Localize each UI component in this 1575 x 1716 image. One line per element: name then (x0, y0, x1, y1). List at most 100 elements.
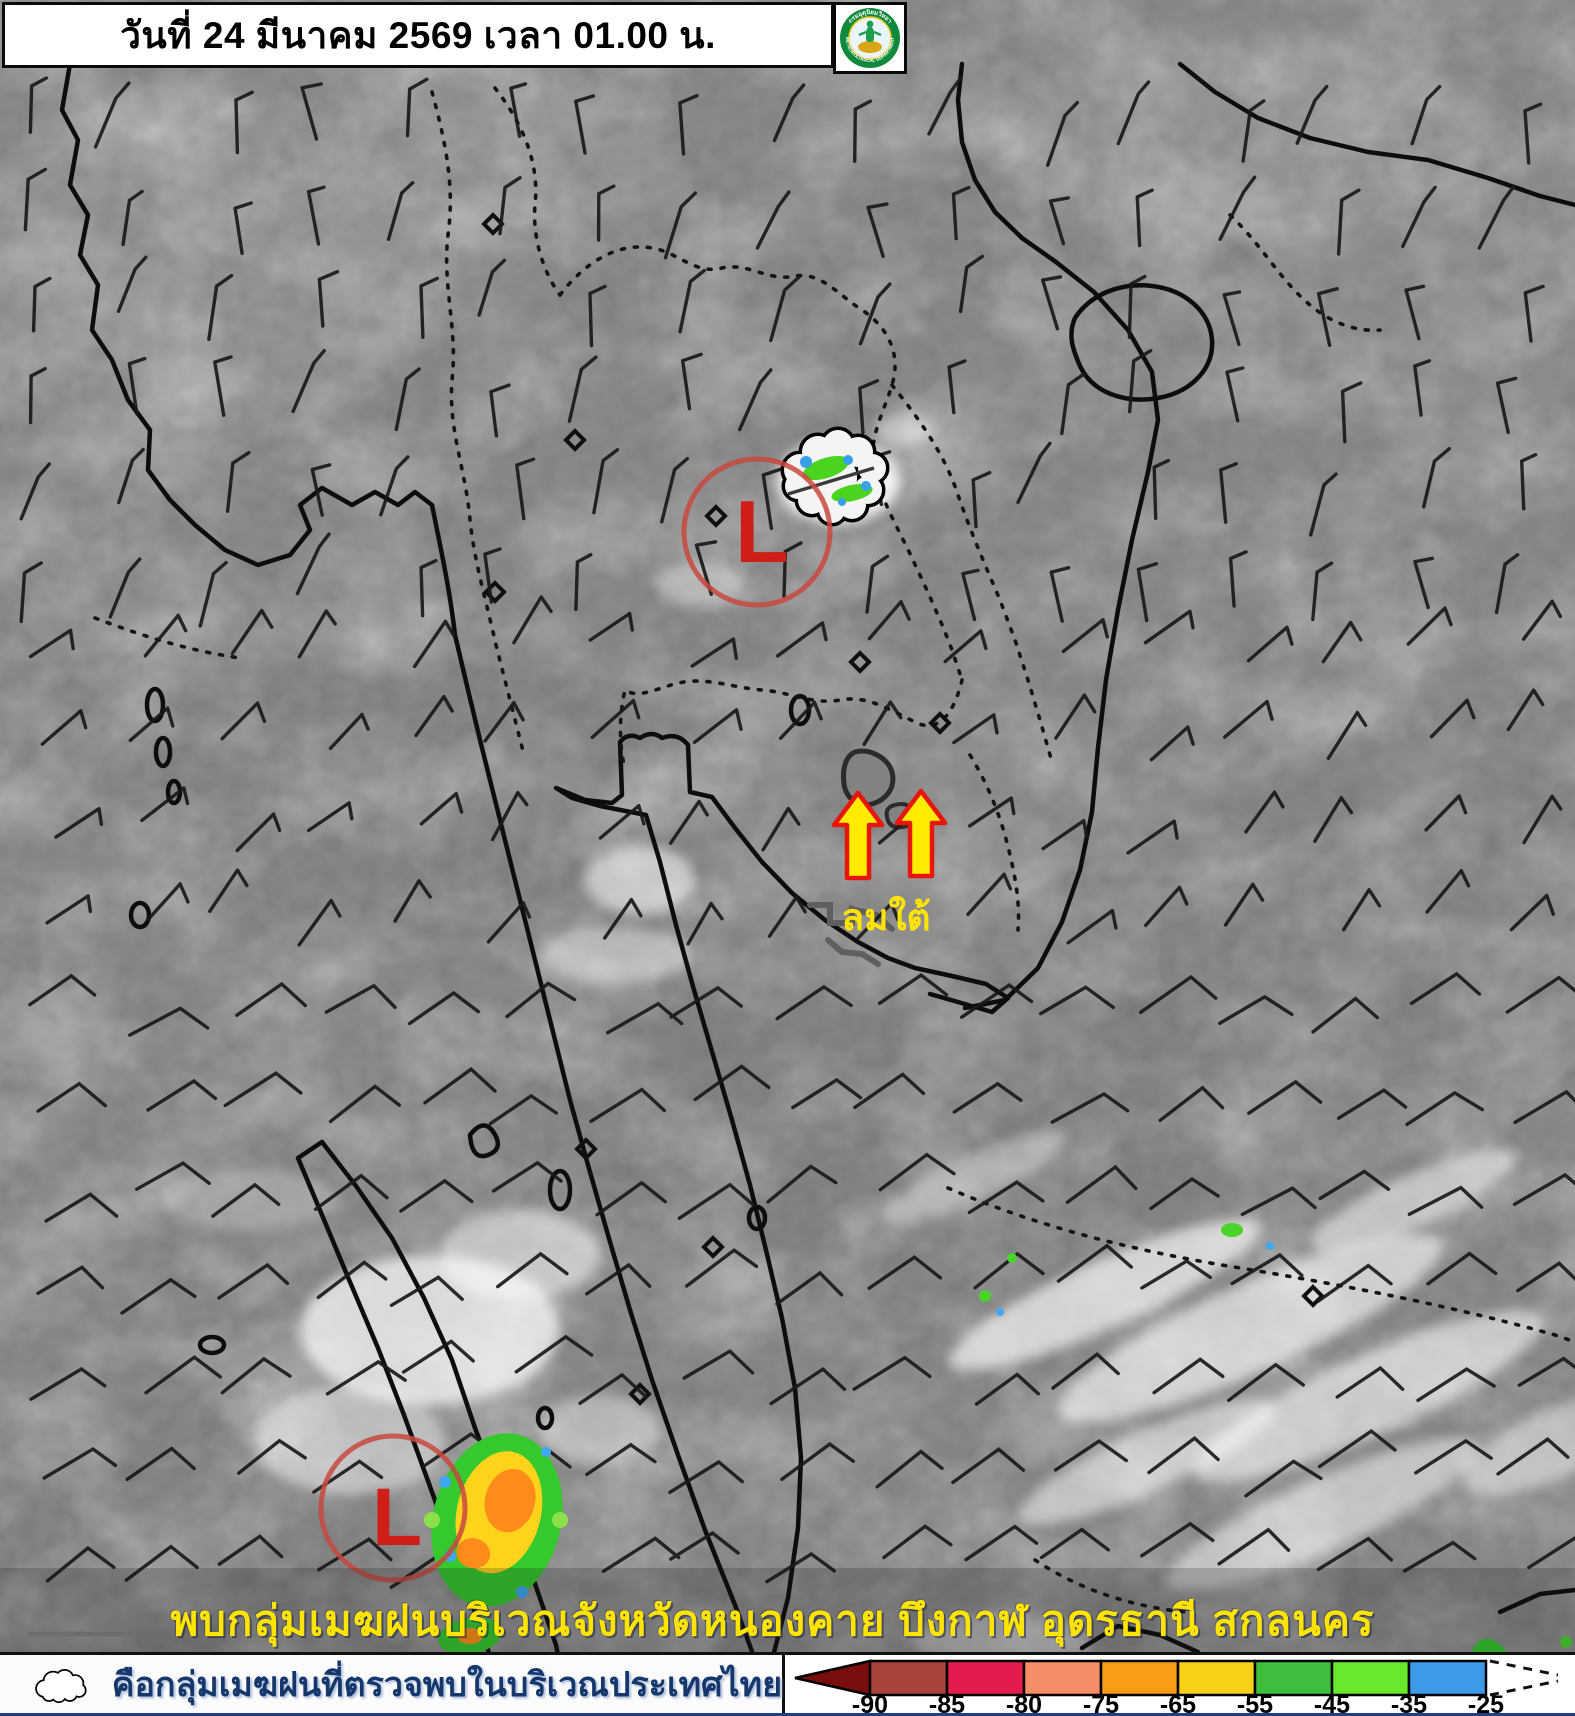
legend-cloud-note: คือกลุ่มเมฆฝนที่ตรวจพบในบริเวณประเทศไทย (0, 1652, 785, 1713)
wind-barb-icon (1149, 1176, 1220, 1211)
wind-barb-icon (310, 463, 332, 517)
wind-barb-icon (927, 77, 962, 136)
wind-barb-icon (28, 367, 47, 425)
wind-barb-icon (769, 1366, 847, 1406)
wind-barb-icon (515, 457, 536, 521)
scale-tick-label: -90 (852, 1691, 888, 1716)
wind-barb-icon (765, 1551, 836, 1584)
wind-barb-icon (862, 700, 903, 746)
scale-tick-label: -65 (1160, 1691, 1196, 1716)
wind-barb-icon (1061, 618, 1109, 654)
wind-barb-icon (128, 706, 175, 743)
wind-barb-icon (663, 191, 698, 260)
wind-barb-icon (1039, 985, 1115, 1016)
wind-barb-icon (603, 897, 643, 940)
scale-tick-label: -55 (1237, 1691, 1273, 1716)
wind-barb-icon (93, 81, 131, 149)
wind-barb-icon (590, 698, 641, 740)
wind-barb-icon (967, 1180, 1045, 1215)
wind-barb-icon (1413, 556, 1434, 610)
wind-barb-icon (769, 275, 801, 343)
wind-barb-icon (875, 1449, 944, 1489)
legend-bar: คือกลุ่มเมฆฝนที่ตรวจพบในบริเวณประเทศไทย … (0, 1652, 1575, 1716)
wind-barb-icon (601, 1536, 681, 1573)
wind-barb-icon (1517, 1356, 1575, 1387)
wind-barb-icon (685, 1248, 759, 1288)
wind-barb-icon (1066, 908, 1118, 945)
wind-barb-icon (225, 450, 251, 513)
wind-barb-icon (588, 611, 634, 642)
scale-tick-label: -45 (1314, 1691, 1350, 1716)
wind-barb-icon (1335, 1365, 1405, 1399)
wind-barb-icon (483, 547, 502, 604)
wind-barb-icon (45, 894, 93, 925)
wind-barb-icon (125, 1446, 196, 1481)
wind-barb-icon (491, 1160, 563, 1193)
wind-barb-icon (1240, 1186, 1317, 1217)
wind-barb-icon (297, 898, 342, 947)
wind-barb-icon (389, 1275, 464, 1307)
wind-barb-icon (317, 1537, 393, 1572)
wind-barb-icon (677, 1182, 755, 1220)
wind-barb-icon (1340, 381, 1363, 444)
wind-barb-icon (1060, 372, 1086, 436)
wind-barb-icon (767, 895, 807, 938)
wind-barb-icon (235, 981, 307, 1017)
wind-barb-icon (1051, 1351, 1120, 1390)
wind-barb-icon (217, 1262, 290, 1300)
scale-tick-label: -35 (1391, 1691, 1427, 1716)
wind-barb-icon (127, 356, 147, 416)
wind-barb-icon (512, 595, 553, 645)
wind-barb-icon (755, 190, 791, 250)
wind-barb-icon (1336, 188, 1361, 256)
wind-barb-icon (198, 560, 228, 628)
wind-barb-icon (1316, 287, 1339, 347)
wind-barb-icon (213, 355, 233, 417)
up-arrow-icon (831, 790, 885, 881)
wind-barb-icon (1225, 366, 1245, 423)
wind-barb-icon (968, 796, 1016, 828)
wind-barb-icon (135, 1161, 211, 1191)
logo-deity-figure (858, 20, 882, 53)
wind-barb-icon (1218, 994, 1294, 1025)
wind-barb-icon (23, 167, 48, 232)
wind-barb-icon (595, 1180, 667, 1217)
wind-barb-icon (693, 1064, 771, 1102)
wind-barb-icon (1429, 698, 1476, 739)
wind-barb-icon (1402, 1540, 1477, 1573)
wind-barb-icon (307, 801, 354, 833)
wind-barb-icon (116, 255, 148, 313)
wind-barb-icon (858, 379, 880, 435)
wind-barb-icon (295, 532, 331, 596)
wind-barb-icon (1223, 699, 1274, 739)
station-diamond-icon (704, 504, 728, 528)
wind-barb-icon (1140, 1521, 1215, 1558)
wind-barb-icon (669, 1531, 740, 1561)
wind-barb-icon (1318, 1169, 1391, 1201)
wind-barb-icon (1135, 188, 1154, 248)
wind-barb-icon (496, 1251, 569, 1289)
wind-barb-icon (477, 258, 507, 317)
wind-barb-icon (28, 76, 49, 134)
wind-barb-icon (678, 94, 699, 156)
station-diamond-icon (563, 428, 587, 452)
wind-barb-icon (1244, 790, 1285, 834)
scale-box (1330, 1659, 1411, 1697)
wind-barb-icon (211, 1182, 281, 1218)
wind-barb-icon (1309, 472, 1338, 537)
wind-barb-icon (127, 1006, 210, 1037)
wind-barb-icon (379, 455, 410, 517)
wind-barb-icon (386, 181, 415, 241)
tmd-logo: กรมอุตุนิยมวิทยา METEOROLOGICAL DEPARTME… (840, 8, 900, 68)
wind-barb-icon (1223, 882, 1265, 927)
wind-barb-icon (146, 1078, 218, 1112)
wind-barb-icon (28, 973, 97, 1007)
tmd-logo-box: กรมอุตุนิยมวิทยา METEOROLOGICAL DEPARTME… (833, 2, 907, 74)
wind-barb-icon (585, 1442, 657, 1477)
wind-barb-icon (399, 1178, 474, 1213)
wind-barb-icon (775, 984, 853, 1021)
wind-barb-icon (220, 1356, 292, 1395)
wind-barb-icon (738, 368, 773, 432)
scale-overflow-dashed (1489, 1659, 1559, 1677)
wind-barb-icon (1509, 893, 1555, 932)
